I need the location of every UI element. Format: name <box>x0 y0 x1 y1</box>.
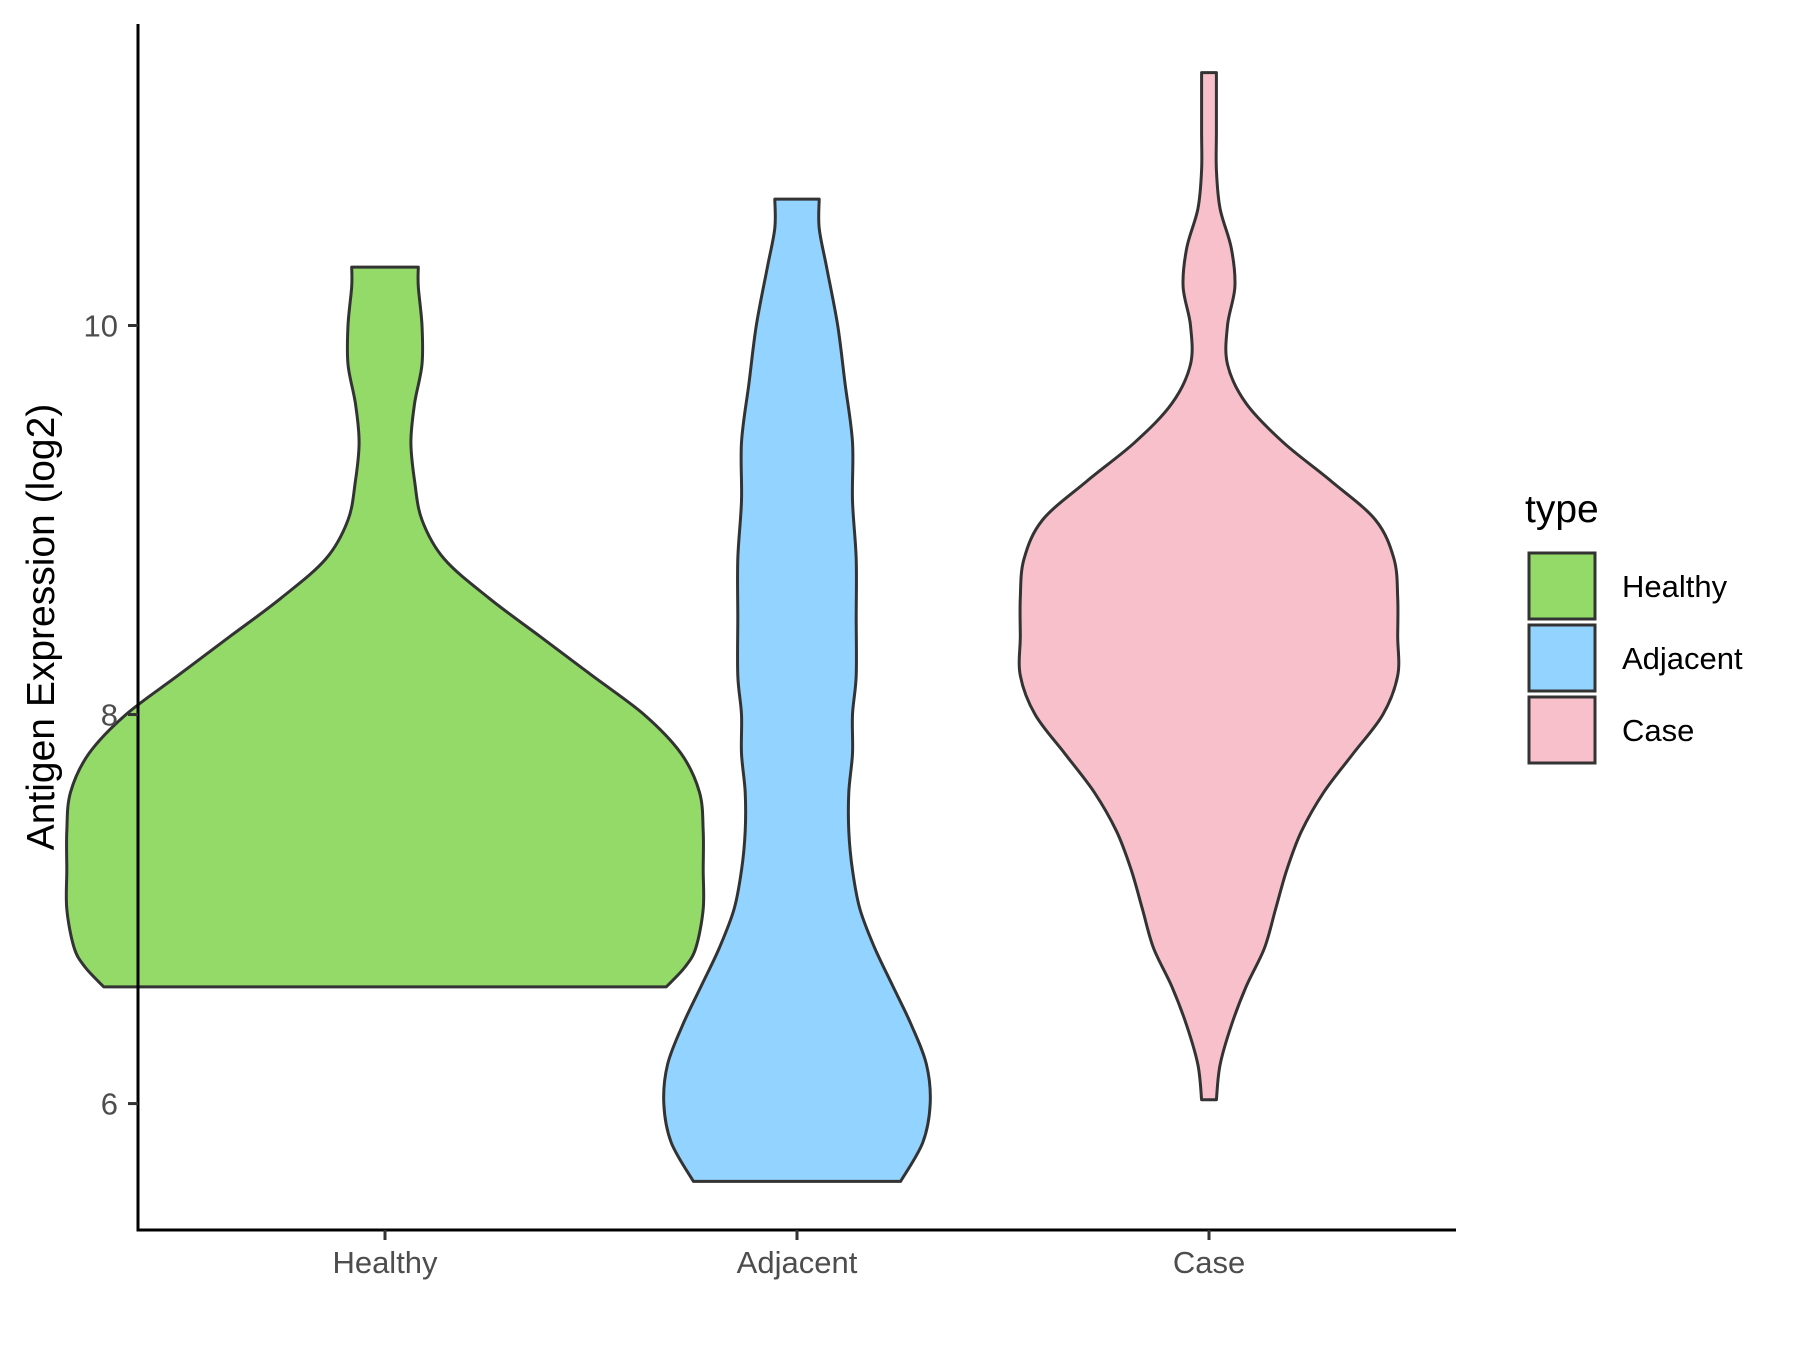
y-tick-label-10: 10 <box>84 309 118 344</box>
legend-key-adjacent <box>1527 623 1597 693</box>
legend: type Healthy Adjacent Case <box>1525 488 1743 765</box>
y-tick-label-6: 6 <box>101 1087 118 1122</box>
legend-key-healthy <box>1527 551 1597 621</box>
x-tick-label-adjacent: Adjacent <box>737 1245 858 1280</box>
y-ticks: 6 8 10 <box>84 309 138 1122</box>
legend-label-healthy: Healthy <box>1622 569 1728 604</box>
legend-label-adjacent: Adjacent <box>1622 641 1743 676</box>
legend-entries: Healthy Adjacent Case <box>1527 551 1743 765</box>
legend-key-case <box>1527 695 1597 765</box>
legend-title: type <box>1525 488 1599 531</box>
violin-healthy <box>64 265 706 989</box>
y-tick-label-8: 8 <box>101 698 118 733</box>
violin-case <box>1017 71 1401 1102</box>
x-tick-label-case: Case <box>1173 1245 1245 1280</box>
x-tick-label-healthy: Healthy <box>332 1245 438 1280</box>
legend-label-case: Case <box>1622 713 1694 748</box>
y-axis-title: Antigen Expression (log2) <box>20 404 63 851</box>
x-ticks: Healthy Adjacent Case <box>332 1230 1245 1280</box>
violin-layer <box>64 71 1401 1183</box>
violin-adjacent <box>662 197 932 1183</box>
